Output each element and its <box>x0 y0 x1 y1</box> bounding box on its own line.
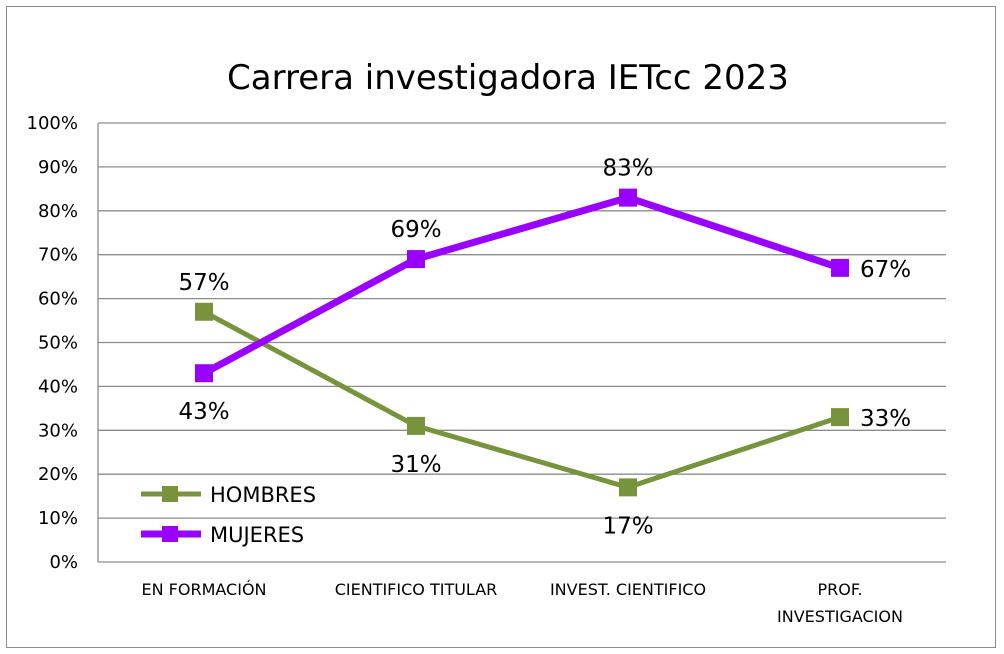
legend-item-hombres: HOMBRES <box>141 483 316 507</box>
y-tick-label: 30% <box>38 420 78 441</box>
y-tick-label: 20% <box>38 464 78 485</box>
data-label: 69% <box>390 217 441 243</box>
data-label: 33% <box>860 406 911 432</box>
legend-marker <box>162 526 178 542</box>
x-tick-label: EN FORMACIÓN <box>142 580 267 599</box>
x-tick-label: INVEST. CIENTIFICO <box>550 580 706 599</box>
data-label: 17% <box>602 513 653 539</box>
data-label: 83% <box>602 156 653 182</box>
gridlines <box>98 122 946 563</box>
data-label: 43% <box>178 399 229 425</box>
y-tick-label: 10% <box>38 508 78 529</box>
data-labels: 57% 31% 17% 33% 43% 69% 83% 67% <box>178 156 911 540</box>
x-tick-label: PROF. INVESTIGACION <box>777 580 903 626</box>
chart-frame: Carrera investigadora IETcc 2023 0% 10% 20… <box>6 6 996 648</box>
y-tick-label: 60% <box>38 289 78 310</box>
chart-title: Carrera investigadora IETcc 2023 <box>227 58 789 98</box>
data-point-hombres <box>619 478 637 497</box>
legend-item-mujeres: MUJERES <box>141 523 304 547</box>
series-line-hombres <box>202 309 841 490</box>
legend-label: MUJERES <box>210 523 304 547</box>
data-point-mujeres <box>831 258 849 277</box>
legend-label: HOMBRES <box>210 483 316 507</box>
legend: HOMBRES MUJERES <box>141 483 316 547</box>
data-label: 31% <box>390 452 441 478</box>
data-point-mujeres <box>195 364 213 383</box>
legend-marker <box>162 486 178 502</box>
y-tick-label: 0% <box>49 552 78 573</box>
data-point-mujeres <box>619 188 637 207</box>
data-point-hombres <box>195 302 213 321</box>
data-point-mujeres <box>407 250 425 269</box>
y-tick-label: 100% <box>27 113 78 134</box>
x-axis: EN FORMACIÓN CIENTIFICO TITULAR INVEST. CI… <box>142 580 903 626</box>
data-point-hombres <box>407 416 425 435</box>
x-tick-label: CIENTIFICO TITULAR <box>335 580 498 599</box>
y-tick-label: 70% <box>38 245 78 266</box>
data-label: 67% <box>860 257 911 283</box>
series-layer <box>195 188 849 497</box>
data-label: 57% <box>178 270 229 296</box>
y-tick-label: 40% <box>38 376 78 397</box>
series-line-mujeres <box>202 194 842 377</box>
y-tick-label: 80% <box>38 201 78 222</box>
y-tick-label: 50% <box>38 333 78 354</box>
data-point-hombres <box>831 408 849 427</box>
y-tick-label: 90% <box>38 157 78 178</box>
y-axis: 0% 10% 20% 30% 40% 50% 60% 70% 80% 90% 100% <box>27 113 99 573</box>
line-chart: Carrera investigadora IETcc 2023 0% 10% 20… <box>27 58 946 626</box>
